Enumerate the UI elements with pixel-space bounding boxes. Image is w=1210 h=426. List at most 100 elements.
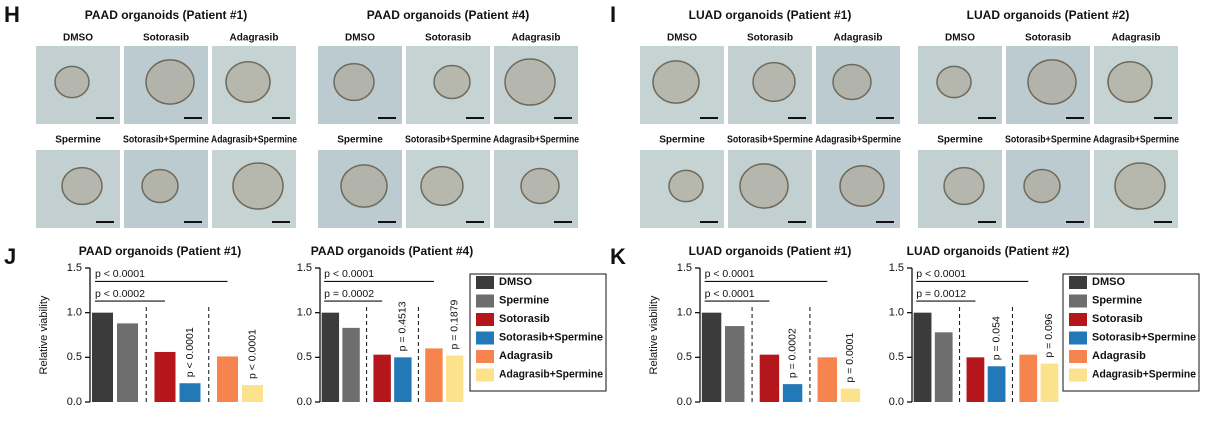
legend-box xyxy=(469,273,607,392)
bar xyxy=(425,348,443,402)
bar xyxy=(934,332,953,402)
organoid xyxy=(504,58,556,106)
legend-swatch xyxy=(476,294,494,308)
panel-letter: I xyxy=(610,2,616,27)
y-tick-label: 0.5 xyxy=(677,351,692,363)
bar xyxy=(966,357,985,402)
legend-swatch xyxy=(1069,313,1087,326)
organoid xyxy=(520,167,560,205)
bar xyxy=(154,351,176,402)
legend-swatch xyxy=(476,331,494,345)
y-tick-label: 1.0 xyxy=(677,307,692,319)
y-tick-label: 1.0 xyxy=(889,307,904,319)
group-title: PAAD organoids (Patient #4) xyxy=(367,8,529,22)
y-tick-label: 0.0 xyxy=(677,396,692,408)
legend-label: Adagrasib xyxy=(1092,350,1146,362)
image-label: Sotorasib xyxy=(143,33,189,44)
image-label: Adagrasib+Spermine xyxy=(815,135,901,146)
legend-swatch xyxy=(1069,331,1087,345)
legend-swatch xyxy=(1069,276,1087,289)
organoid xyxy=(420,165,464,207)
organoid xyxy=(943,166,985,206)
legend-label: Adagrasib+Spermine xyxy=(1092,368,1196,380)
bracket-label: p = 0.0012 xyxy=(916,288,966,300)
bracket-label: p = 0.0002 xyxy=(324,288,374,300)
bar-annotation: p = 0.096 xyxy=(1043,313,1055,357)
legend-label: Sotorasib+Spermine xyxy=(1092,331,1196,343)
bar-annotation: p < 0.0001 xyxy=(184,327,196,377)
legend-swatch xyxy=(1069,350,1087,363)
group-title: LUAD organoids (Patient #2) xyxy=(967,8,1130,22)
bar xyxy=(92,312,113,402)
chart-title: LUAD organoids (Patient #1) xyxy=(689,244,852,258)
bar xyxy=(724,326,745,402)
legend-swatch xyxy=(1069,294,1087,308)
organoid xyxy=(225,61,271,103)
image-label: Adagrasib xyxy=(512,33,561,44)
legend-swatch xyxy=(476,350,494,363)
image-label: Spermine xyxy=(937,135,983,146)
image-label: Adagrasib xyxy=(230,33,279,44)
organoid xyxy=(832,63,872,101)
legend-label: Adagrasib+Spermine xyxy=(499,368,603,380)
y-axis-label: Relative viability xyxy=(648,295,660,374)
bar xyxy=(179,383,201,402)
image-label: Sotorasib xyxy=(747,33,793,44)
chart-title: LUAD organoids (Patient #2) xyxy=(907,244,1070,258)
organoid xyxy=(668,169,704,203)
organoid xyxy=(333,62,375,102)
bar xyxy=(342,327,360,402)
bar-annotation: p = 0.0002 xyxy=(786,328,798,378)
legend-label: DMSO xyxy=(499,276,532,288)
legend-box xyxy=(1062,273,1200,392)
image-label: Spermine xyxy=(337,135,383,146)
image-label: Adagrasib xyxy=(1112,33,1161,44)
bracket-label: p < 0.0001 xyxy=(324,268,374,280)
image-label: DMSO xyxy=(345,33,375,44)
legend-swatch xyxy=(476,276,494,289)
legend-label: Sotorasib xyxy=(499,313,550,325)
y-tick-label: 1.0 xyxy=(67,307,82,319)
bar-annotation: p = 0.0001 xyxy=(844,333,856,383)
panel-letter: J xyxy=(4,244,16,269)
organoid xyxy=(752,61,796,103)
bar xyxy=(701,312,722,402)
image-label: Adagrasib+Spermine xyxy=(1093,135,1179,146)
y-tick-label: 0.5 xyxy=(297,351,312,363)
organoid xyxy=(652,60,700,104)
bar xyxy=(242,385,263,402)
bracket-label: p < 0.0001 xyxy=(916,268,966,280)
image-label: Adagrasib+Spermine xyxy=(211,135,297,146)
bar xyxy=(759,354,780,402)
legend-label: Sotorasib xyxy=(1092,313,1143,325)
chart-title: PAAD organoids (Patient #1) xyxy=(79,244,241,258)
chart-title: PAAD organoids (Patient #4) xyxy=(311,244,473,258)
panel-letter: H xyxy=(4,2,20,27)
panel-letter: K xyxy=(610,244,626,269)
bracket-label: p < 0.0001 xyxy=(705,288,755,300)
organoid xyxy=(54,65,90,99)
legend-label: Adagrasib xyxy=(499,350,553,362)
bar xyxy=(987,366,1006,402)
legend-swatch xyxy=(476,368,494,382)
bar xyxy=(1040,363,1059,402)
legend-label: Sotorasib+Spermine xyxy=(499,331,603,343)
bracket-label: p < 0.0001 xyxy=(95,268,145,280)
y-axis-label: Relative viability xyxy=(38,295,50,374)
image-label: Spermine xyxy=(55,135,101,146)
y-tick-label: 1.5 xyxy=(67,262,82,274)
bar xyxy=(321,312,340,402)
organoid xyxy=(433,64,471,100)
image-label: Sotorasib+Spermine xyxy=(405,135,491,146)
bar-annotation: p = 0.054 xyxy=(990,316,1002,360)
organoid xyxy=(1027,59,1077,105)
bar xyxy=(913,312,932,402)
image-label: Adagrasib+Spermine xyxy=(493,135,579,146)
image-label: DMSO xyxy=(63,33,93,44)
organoid xyxy=(1107,61,1153,103)
y-tick-label: 1.5 xyxy=(889,262,904,274)
organoid xyxy=(232,162,284,210)
image-label: Spermine xyxy=(659,135,705,146)
legend-label: DMSO xyxy=(1092,276,1125,288)
